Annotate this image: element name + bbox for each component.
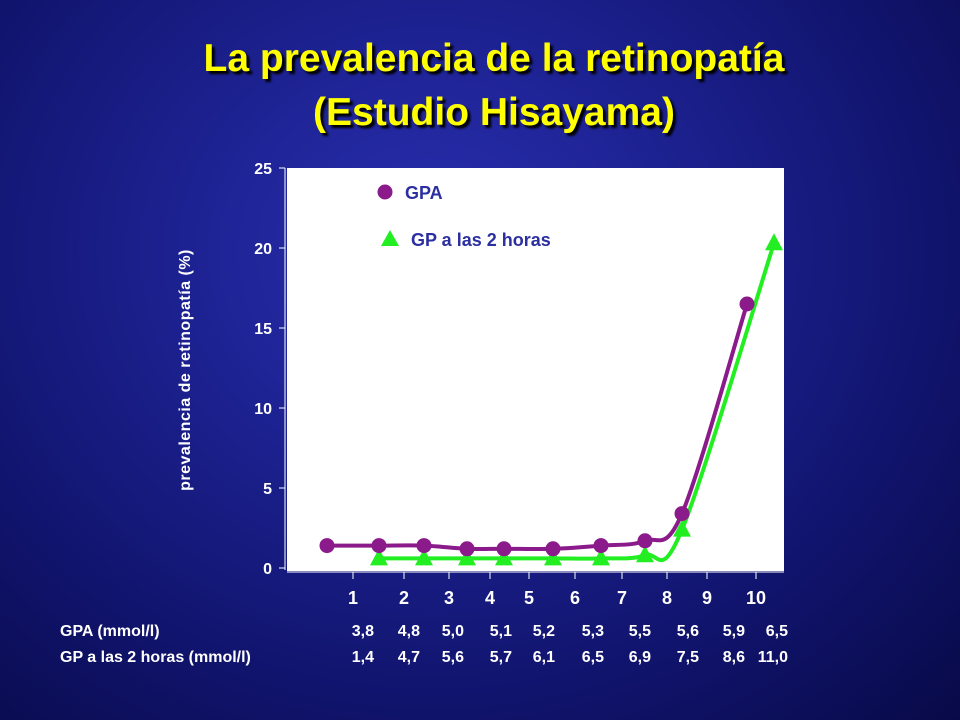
- x-tick-label: 2: [399, 588, 409, 608]
- table-cell: 11,0: [757, 649, 788, 666]
- table-cell: 5,9: [722, 623, 745, 640]
- legend: GPA GP a las 2 horas: [377, 183, 551, 250]
- x-tick-label: 9: [702, 588, 712, 608]
- table-cell: 5,1: [489, 623, 512, 640]
- y-tick-label: 5: [263, 481, 272, 498]
- gp2h-point: [370, 548, 388, 566]
- gpa-point: [593, 538, 609, 554]
- table-cell: 5,3: [581, 623, 604, 640]
- gpa-point: [739, 296, 755, 312]
- gpa-point: [371, 538, 387, 554]
- table-cell: 5,6: [441, 649, 464, 666]
- table-cell: 7,5: [676, 649, 699, 666]
- gpa-point: [496, 541, 512, 557]
- slide-title-line-2: (Estudio Hisayama): [313, 91, 675, 134]
- x-tick-label: 10: [746, 588, 766, 608]
- slide-title-line-1: La prevalencia de la retinopatía: [203, 37, 785, 80]
- gp2h-point: [636, 545, 654, 563]
- x-tick-label: 3: [444, 588, 454, 608]
- gpa-point: [674, 506, 690, 522]
- y-tick-label: 25: [254, 161, 272, 178]
- table-cell: 5,2: [532, 623, 555, 640]
- x-axis: 1 2 3 4 5 6 7 8 9 10: [287, 571, 784, 608]
- table-cell: 8,6: [722, 649, 745, 666]
- table-cell: 6,1: [532, 649, 555, 666]
- gpa-point: [459, 541, 475, 557]
- x-tick-label: 1: [348, 588, 358, 608]
- plot-area: [287, 168, 784, 571]
- table-cell: 6,5: [581, 649, 604, 666]
- table-cell: 6,5: [765, 623, 788, 640]
- table-cell: 3,8: [351, 623, 374, 640]
- y-tick-label: 15: [254, 321, 272, 338]
- legend-gp2h-label: GP a las 2 horas: [411, 230, 551, 250]
- table-row-label: GP a las 2 horas (mmol/l): [60, 649, 251, 666]
- gpa-point: [319, 538, 335, 554]
- y-axis-title: prevalencia de retinopatía (%): [177, 249, 194, 491]
- table-cell: 5,5: [628, 623, 651, 640]
- table-row-label: GPA (mmol/l): [60, 623, 160, 640]
- gp2h-point: [673, 519, 691, 537]
- gpa-point: [416, 538, 432, 554]
- gp2h-point: [765, 233, 783, 251]
- x-tick-label: 8: [662, 588, 672, 608]
- table-cell: 5,6: [676, 623, 699, 640]
- gp2h-point: [495, 548, 513, 566]
- y-tick-label: 20: [254, 241, 272, 258]
- series-markers: [319, 233, 783, 566]
- gp2h-point: [544, 548, 562, 566]
- y-axis: 0 5 10 15 20 25: [254, 161, 286, 578]
- gp2h-point: [415, 548, 433, 566]
- table-cell: 4,7: [397, 649, 420, 666]
- x-tick-label: 7: [617, 588, 627, 608]
- series-gp2h-line: [379, 242, 776, 563]
- legend-gpa-marker-icon: [377, 184, 393, 200]
- gpa-point: [545, 541, 561, 557]
- x-tick-label: 6: [570, 588, 580, 608]
- table-cell: 4,8: [397, 623, 420, 640]
- y-tick-label: 10: [254, 401, 272, 418]
- table-cell: 5,0: [441, 623, 464, 640]
- gp2h-point: [592, 548, 610, 566]
- table-cell: 1,4: [351, 649, 374, 666]
- x-tick-label: 5: [524, 588, 534, 608]
- legend-gpa-label: GPA: [405, 183, 443, 203]
- x-tick-label: 4: [485, 588, 495, 608]
- gp2h-point: [458, 548, 476, 566]
- table-cell: 6,9: [628, 649, 651, 666]
- y-tick-label: 0: [263, 561, 272, 578]
- gpa-point: [637, 533, 653, 549]
- table-cell: 5,7: [489, 649, 512, 666]
- legend-gp2h-marker-icon: [381, 230, 399, 246]
